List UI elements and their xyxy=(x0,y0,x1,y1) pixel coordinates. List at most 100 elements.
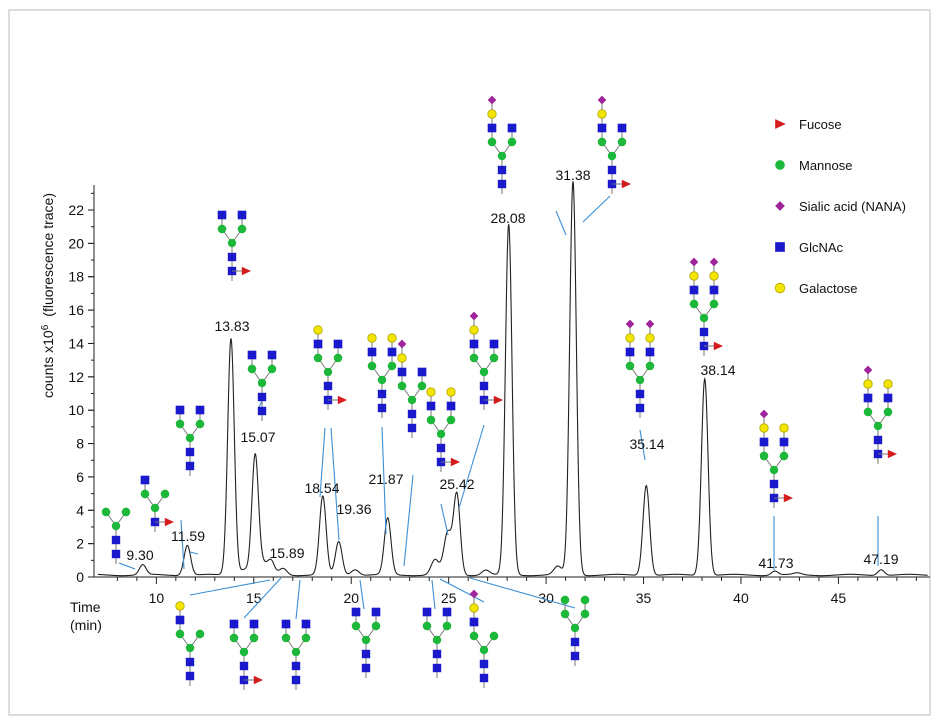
mannose-symbol xyxy=(281,633,291,643)
glcnac-symbol xyxy=(175,615,185,625)
glcnac-symbol xyxy=(607,165,617,175)
glcnac-symbol xyxy=(570,651,580,661)
mannose-symbol xyxy=(150,503,160,513)
peak-label: 15.89 xyxy=(269,545,304,561)
figure-border xyxy=(8,9,931,716)
glcnac-symbol xyxy=(645,347,655,357)
legend-item: Mannose xyxy=(775,158,852,173)
glcnac-symbol xyxy=(239,661,249,671)
sialic-acid-symbol xyxy=(759,409,769,419)
mannose-symbol xyxy=(217,224,227,234)
leader-lines xyxy=(118,195,879,620)
mannose-symbol xyxy=(377,375,387,385)
mannose-symbol xyxy=(397,381,407,391)
sialic-acid-symbol xyxy=(487,95,497,105)
leader-line xyxy=(359,579,365,610)
peak-label: 18.54 xyxy=(304,480,339,496)
mannose-symbol xyxy=(432,635,442,645)
galactose-symbol xyxy=(387,333,397,343)
mannose-symbol xyxy=(689,299,699,309)
x-tick-label: 25 xyxy=(441,590,457,606)
glcnac-symbol xyxy=(709,285,719,295)
glcnac-symbol xyxy=(185,671,195,681)
mannose-symbol xyxy=(489,353,499,363)
glcnac-symbol xyxy=(469,339,479,349)
glcnac-symbol xyxy=(863,393,873,403)
y-tick-label: 6 xyxy=(76,469,84,485)
peak-label: 41.73 xyxy=(758,555,793,571)
mannose-symbol xyxy=(507,137,517,147)
glcnac-symbol xyxy=(507,123,517,133)
mannose-symbol xyxy=(333,353,343,363)
legend-item: Sialic acid (NANA) xyxy=(775,199,906,214)
glcnac-symbol xyxy=(497,179,507,189)
glcnac-symbol xyxy=(313,339,323,349)
peak-labels: 9.30 11.59 13.83 15.07 15.89 18.54 19.36 21.87 2… xyxy=(126,167,898,571)
mannose-symbol xyxy=(175,629,185,639)
glcnac-symbol xyxy=(387,347,397,357)
mannose-symbol xyxy=(351,621,361,631)
glcnac-symbol xyxy=(361,663,371,673)
peak-label: 35.14 xyxy=(629,436,664,452)
galactose-symbol xyxy=(759,423,769,433)
fucose-symbol xyxy=(241,266,252,276)
glcnac-symbol xyxy=(422,607,432,617)
y-tick-label: 10 xyxy=(68,402,84,418)
glycan-g1159b xyxy=(175,405,205,476)
leader-line xyxy=(330,427,340,541)
glcnac-symbol xyxy=(436,443,446,453)
sialic-acid-symbol xyxy=(469,589,479,599)
legend-label: Mannose xyxy=(799,158,852,173)
y-tick-label: 14 xyxy=(68,335,84,351)
glcnac-symbol xyxy=(635,403,645,413)
glycan-g1507 xyxy=(247,350,277,421)
leader-line xyxy=(243,577,282,619)
glcnac-symbol xyxy=(195,405,205,415)
mannose-symbol xyxy=(367,361,377,371)
glycan-g2542a xyxy=(426,387,461,472)
mannose-symbol xyxy=(371,621,381,631)
glcnac-symbol xyxy=(267,350,277,360)
mannose-symbol xyxy=(323,367,333,377)
glycan-b1589 xyxy=(175,601,205,686)
mannose-symbol xyxy=(422,621,432,631)
glcnac-symbol xyxy=(351,607,361,617)
legend: Fucose Mannose Sialic acid (NANA) GlcNAc Gal… xyxy=(774,117,906,296)
legend-item: Fucose xyxy=(775,117,842,132)
glcnac-symbol xyxy=(185,461,195,471)
mannose-symbol xyxy=(249,633,259,643)
glcnac-symbol xyxy=(175,405,185,415)
mannose-symbol xyxy=(863,407,873,417)
galactose-symbol xyxy=(883,379,893,389)
glycan-g1383 xyxy=(217,210,252,281)
y-tick-label: 8 xyxy=(76,436,84,452)
mannose-symbol xyxy=(185,433,195,443)
y-axis-title-suffix: (fluorescence trace) xyxy=(40,193,56,317)
glcnac-symbol xyxy=(237,210,247,220)
mannose-symbol xyxy=(645,361,655,371)
mannose-symbol xyxy=(436,429,446,439)
glcnac-symbol xyxy=(377,403,387,413)
leader-line xyxy=(189,579,271,596)
glcnac-symbol xyxy=(442,607,452,617)
glycan-b16b xyxy=(281,619,311,690)
y-axis-title-main: counts x10 xyxy=(40,330,56,398)
glycan-b20 xyxy=(351,607,381,678)
glcnac-symbol xyxy=(281,619,291,629)
sialic-acid-symbol xyxy=(397,339,407,349)
mannose-symbol xyxy=(617,137,627,147)
glcnac-symbol xyxy=(407,423,417,433)
peak-label: 31.38 xyxy=(555,167,590,183)
x-tick-label: 15 xyxy=(246,590,262,606)
x-axis-title-unit: (min) xyxy=(70,617,102,633)
x-tick-label: 20 xyxy=(343,590,359,606)
legend-label: Sialic acid (NANA) xyxy=(799,199,906,214)
mannose-symbol xyxy=(625,361,635,371)
mannose-symbol xyxy=(699,313,709,323)
y-axis-title-exponent: 6 xyxy=(40,324,51,330)
glycan-g4173 xyxy=(759,409,794,508)
mannose-symbol xyxy=(580,595,590,605)
mannose-symbol xyxy=(185,643,195,653)
leader-line xyxy=(189,551,199,555)
glcnac-symbol xyxy=(407,409,417,419)
